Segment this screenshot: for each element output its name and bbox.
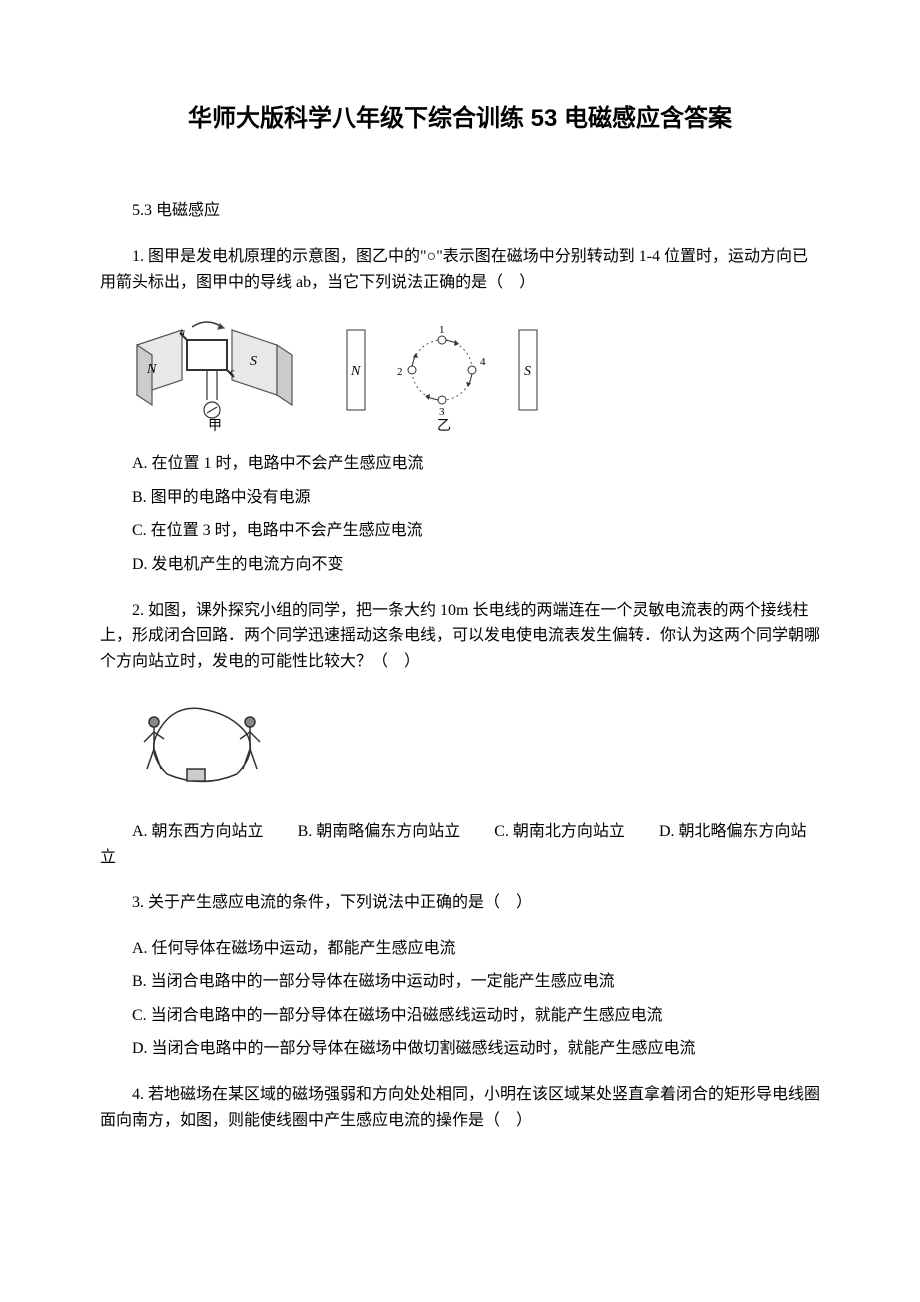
q1-figures: N S a c 甲 N S xyxy=(132,315,820,435)
q3-option-d: D. 当闭合电路中的一部分导体在磁场中做切割磁感线运动时，就能产生感应电流 xyxy=(100,1036,820,1062)
fig2-pos4: 4 xyxy=(480,356,486,368)
q2-options: A. 朝东西方向站立 B. 朝南略偏东方向站立 C. 朝南北方向站立 D. 朝北… xyxy=(100,819,820,870)
fig2-pos3: 3 xyxy=(439,406,445,418)
fig1-label-s: S xyxy=(250,354,257,369)
q3-stem: 3. 关于产生感应电流的条件，下列说法中正确的是（ ） xyxy=(100,890,820,916)
fig1-label-n: N xyxy=(146,362,157,377)
svg-text:c: c xyxy=(230,367,235,378)
question-1: 1. 图甲是发电机原理的示意图，图乙中的"○"表示图在磁场中分别转动到 1-4 … xyxy=(100,244,820,578)
q1-figure-yi: N S 1 4 3 2 乙 xyxy=(342,315,542,435)
svg-text:a: a xyxy=(180,327,185,338)
q3-option-c: C. 当闭合电路中的一部分导体在磁场中沿磁感线运动时，就能产生感应电流 xyxy=(100,1003,820,1029)
q3-option-a: A. 任何导体在磁场中运动，都能产生感应电流 xyxy=(100,936,820,962)
q1-option-b: B. 图甲的电路中没有电源 xyxy=(100,485,820,511)
question-3: 3. 关于产生感应电流的条件，下列说法中正确的是（ ） A. 任何导体在磁场中运… xyxy=(100,890,820,1062)
q1-stem: 1. 图甲是发电机原理的示意图，图乙中的"○"表示图在磁场中分别转动到 1-4 … xyxy=(100,244,820,295)
q3-option-b: B. 当闭合电路中的一部分导体在磁场中运动时，一定能产生感应电流 xyxy=(100,969,820,995)
fig2-pos1: 1 xyxy=(439,324,445,336)
q4-stem: 4. 若地磁场在某区域的磁场强弱和方向处处相同，小明在该区域某处竖直拿着闭合的矩… xyxy=(100,1082,820,1133)
section-number: 5.3 电磁感应 xyxy=(100,198,820,224)
q1-option-d: D. 发电机产生的电流方向不变 xyxy=(100,552,820,578)
fig2-caption: 乙 xyxy=(437,418,451,434)
q2-option-b: B. 朝南略偏东方向站立 xyxy=(298,823,461,840)
question-2: 2. 如图，课外探究小组的同学，把一条大约 10m 长电线的两端连在一个灵敏电流… xyxy=(100,598,820,871)
q1-figure-jia: N S a c 甲 xyxy=(132,315,302,435)
fig2-label-n: N xyxy=(350,364,361,379)
q2-stem: 2. 如图，课外探究小组的同学，把一条大约 10m 长电线的两端连在一个灵敏电流… xyxy=(100,598,820,675)
q2-figure xyxy=(132,694,820,803)
q2-option-c: C. 朝南北方向站立 xyxy=(494,823,625,840)
q2-option-a: A. 朝东西方向站立 xyxy=(132,823,264,840)
page-title: 华师大版科学八年级下综合训练 53 电磁感应含答案 xyxy=(100,100,820,138)
fig1-caption: 甲 xyxy=(208,419,222,434)
question-4: 4. 若地磁场在某区域的磁场强弱和方向处处相同，小明在该区域某处竖直拿着闭合的矩… xyxy=(100,1082,820,1133)
q1-option-a: A. 在位置 1 时，电路中不会产生感应电流 xyxy=(100,451,820,477)
q1-option-c: C. 在位置 3 时，电路中不会产生感应电流 xyxy=(100,518,820,544)
fig2-pos2: 2 xyxy=(397,366,403,378)
fig2-label-s: S xyxy=(524,364,531,379)
